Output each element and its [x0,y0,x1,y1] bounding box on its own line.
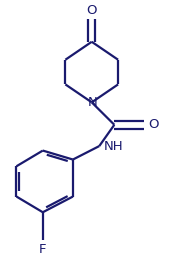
Text: NH: NH [104,140,124,153]
Text: O: O [148,118,159,131]
Text: O: O [87,4,97,17]
Text: F: F [39,243,47,256]
Text: N: N [88,96,97,109]
